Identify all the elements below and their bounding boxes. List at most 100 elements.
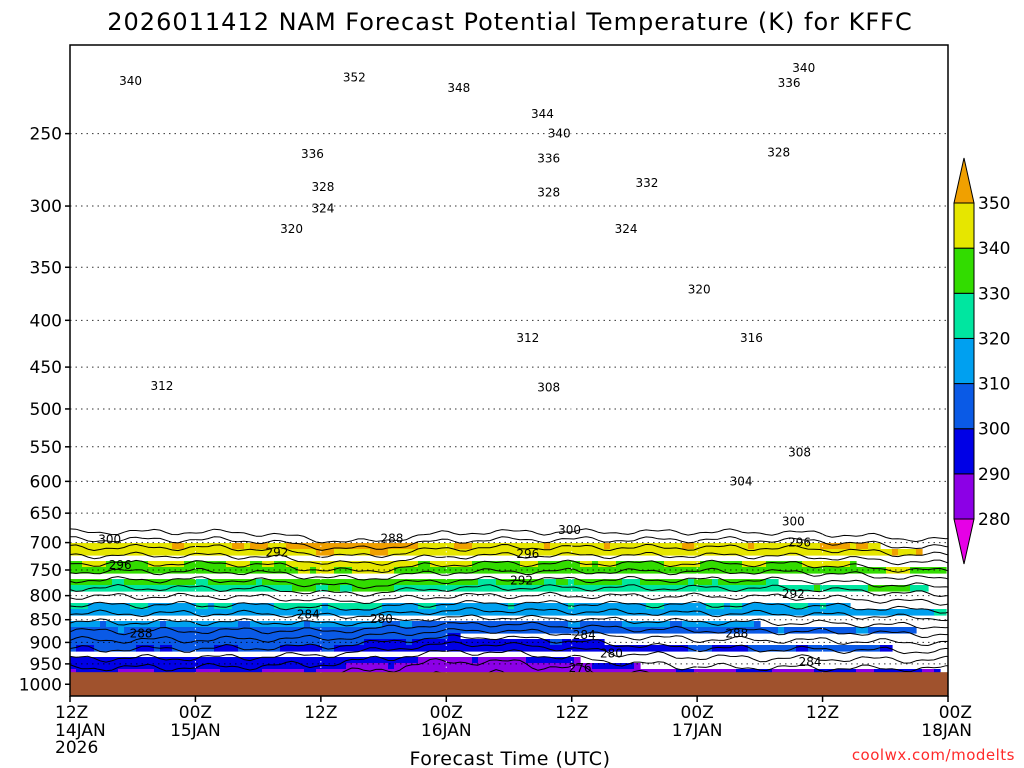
y-tick-label: 850 xyxy=(30,611,62,631)
theta-band-cell xyxy=(418,603,437,610)
theta-band-cell xyxy=(796,645,809,652)
theta-band-cell xyxy=(856,627,869,634)
theta-band-cell xyxy=(682,543,695,550)
theta-band-cell xyxy=(106,561,149,568)
theta-band-cell xyxy=(778,627,785,634)
theta-contour-316 xyxy=(70,607,948,622)
theta-band-cell xyxy=(70,639,365,646)
theta-band-cell xyxy=(106,621,161,628)
theta-band-cell xyxy=(286,543,419,550)
theta-band-cell xyxy=(574,579,623,586)
theta-band-cell xyxy=(820,585,869,592)
theta-contour-304 xyxy=(70,628,948,646)
theta-band-cell xyxy=(622,621,671,628)
theta-band-cell xyxy=(742,561,767,568)
theta-band-cell xyxy=(286,561,419,568)
contour-label: 340 xyxy=(548,127,571,141)
theta-band-cell xyxy=(592,663,635,670)
theta-band-cell xyxy=(268,543,287,550)
theta-band-cell xyxy=(556,579,569,586)
x-date-label: 14JAN xyxy=(55,721,106,741)
theta-band-cell xyxy=(346,663,389,670)
theta-band-cell xyxy=(388,549,893,556)
x-tick-label: 12Z xyxy=(555,703,588,723)
contour-label: 296 xyxy=(109,558,132,572)
theta-contour-308 xyxy=(70,621,948,638)
theta-band-cell xyxy=(382,621,401,628)
theta-band-cell xyxy=(820,543,851,550)
x-tick-label: 00Z xyxy=(430,703,463,723)
theta-band-cell xyxy=(82,561,107,568)
theta-band-cell xyxy=(880,645,893,652)
theta-band-cell xyxy=(70,567,299,574)
theta-band-cell xyxy=(472,561,521,568)
colorbar-tick-label: 310 xyxy=(978,375,1010,395)
theta-band-cell xyxy=(868,627,917,634)
theta-band-cell xyxy=(232,603,275,610)
theta-band-cell xyxy=(670,621,683,628)
theta-band-cell xyxy=(388,663,395,670)
theta-band-cell xyxy=(334,549,371,556)
contour-label: 288 xyxy=(380,532,403,546)
contour-label: 308 xyxy=(537,381,560,395)
theta-band-cell xyxy=(748,543,755,550)
colorbar-segment xyxy=(953,202,975,249)
x-date-label: 2026 xyxy=(55,738,98,758)
theta-band-cell xyxy=(232,543,245,550)
y-tick-label: 300 xyxy=(30,197,62,217)
theta-band-cell xyxy=(826,603,851,610)
colorbar-high-extend xyxy=(953,157,975,204)
theta-band-cell xyxy=(76,645,95,652)
theta-band-cell xyxy=(544,543,551,550)
theta-band-cell xyxy=(664,603,707,610)
x-date-label: 16JAN xyxy=(421,721,472,741)
theta-band-cell xyxy=(418,657,473,664)
chart-title: 2026011412 NAM Forecast Potential Temper… xyxy=(107,8,912,36)
theta-band-cell xyxy=(70,633,449,640)
theta-band-cell xyxy=(136,645,155,652)
colorbar-tick-label: 300 xyxy=(978,420,1010,440)
theta-band-cell xyxy=(160,645,173,652)
theta-band-cell xyxy=(70,579,113,586)
y-tick-label: 550 xyxy=(30,438,62,458)
contour-label: 288 xyxy=(725,626,748,640)
colorbar-tick-label: 340 xyxy=(978,239,1010,259)
theta-band-cell xyxy=(292,585,317,592)
colorbar-segment xyxy=(953,473,975,520)
colorbar-segment xyxy=(953,247,975,294)
theta-band-cell xyxy=(370,549,389,556)
theta-band-cell xyxy=(910,585,929,592)
theta-band-cell xyxy=(916,549,923,556)
y-tick-label: 1000 xyxy=(19,675,62,695)
x-date-label: 15JAN xyxy=(170,721,221,741)
contour-label: 308 xyxy=(788,446,811,460)
theta-band-cell xyxy=(634,663,641,670)
theta-band-cell xyxy=(712,645,749,652)
theta-band-cell xyxy=(250,621,305,628)
x-tick-label: 00Z xyxy=(939,703,972,723)
theta-band-cell xyxy=(604,543,611,550)
contour-label: 276 xyxy=(569,661,592,675)
theta-contour-328 xyxy=(70,584,948,597)
theta-fill-bands xyxy=(70,543,947,696)
contour-label: 312 xyxy=(151,379,174,393)
theta-band-cell xyxy=(706,603,725,610)
theta-band-cell xyxy=(124,627,779,634)
theta-band-cell xyxy=(244,543,251,550)
theta-band-cell xyxy=(790,603,809,610)
theta-band-cell xyxy=(646,603,665,610)
contour-label: 328 xyxy=(537,186,560,200)
theta-band-cell xyxy=(712,579,719,586)
theta-band-cell xyxy=(94,645,137,652)
contour-label: 324 xyxy=(311,202,334,216)
credit-text: coolwx.com/modelts xyxy=(852,746,1015,764)
theta-band-cell xyxy=(814,585,821,592)
theta-band-cell xyxy=(700,561,743,568)
theta-band-cell xyxy=(316,585,329,592)
y-tick-label: 250 xyxy=(30,125,62,145)
x-tick-label: 00Z xyxy=(179,703,212,723)
theta-band-cell xyxy=(70,549,317,556)
